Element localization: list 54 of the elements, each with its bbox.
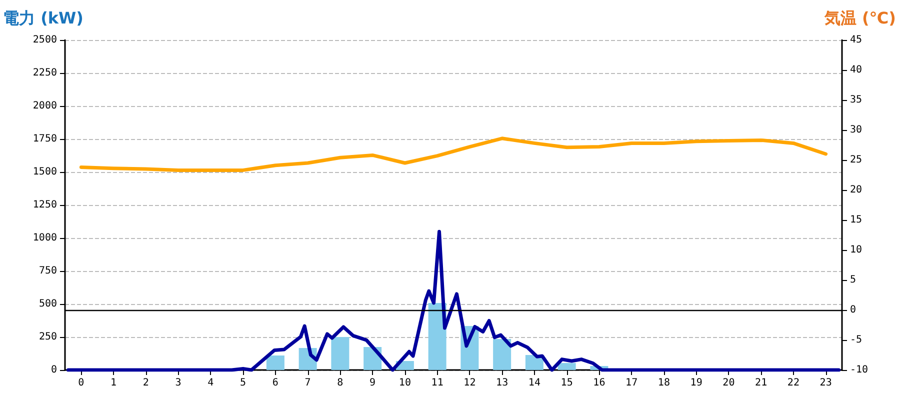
y2-tick-label: 40 (850, 64, 862, 76)
y-tick-label: 1750 (32, 134, 57, 144)
x-tick-label: 20 (722, 378, 735, 388)
x-tick-label: 21 (755, 378, 768, 388)
x-tick-label: 19 (690, 378, 702, 388)
x-tick-label: 1 (110, 378, 117, 388)
bar (558, 363, 576, 370)
y-tick-label: 2250 (32, 68, 57, 78)
bar (266, 355, 284, 370)
x-tick-label: 3 (175, 378, 182, 388)
x-tick-label: 5 (240, 378, 246, 388)
bar (331, 337, 350, 370)
y2-tick-label: 35 (850, 94, 862, 106)
y-tick-label: 2500 (32, 34, 57, 46)
y2-tick-label: -5 (850, 334, 862, 346)
x-tick-label: 15 (560, 378, 573, 388)
x-tick-label: 14 (528, 378, 540, 388)
y-tick-label: 1250 (32, 200, 57, 210)
x-tick-label: 17 (626, 378, 638, 388)
y2-tick-label: 5 (850, 274, 856, 286)
x-tick-label: 22 (787, 378, 800, 388)
x-tick-label: 18 (658, 378, 670, 388)
x-tick-label: 2 (142, 378, 149, 388)
y-tick-label: 750 (38, 266, 57, 276)
y-tick-label: 2000 (32, 100, 57, 112)
y2-tick-label: 30 (850, 124, 862, 136)
y2-tick-label: 10 (850, 244, 862, 256)
x-tick-label: 0 (78, 378, 84, 388)
y2-tick-label: 45 (850, 34, 862, 46)
x-tick-label: 9 (370, 378, 376, 388)
y2-axis-title: 気温 (℃) (823, 8, 896, 28)
x-tick-label: 23 (820, 378, 832, 388)
y-tick-label: 0 (50, 364, 57, 376)
y-tick-label: 1500 (32, 166, 57, 178)
x-tick-label: 4 (208, 378, 214, 388)
x-tick-label: 7 (304, 378, 311, 388)
y2-tick-label: 20 (850, 184, 862, 196)
y-tick-label: 1000 (32, 232, 57, 244)
x-tick-label: 12 (464, 378, 476, 388)
y2-tick-label: 25 (850, 154, 862, 166)
x-tick-label: 16 (593, 378, 606, 388)
x-tick-label: 13 (496, 378, 508, 388)
y2-tick-label: 15 (850, 214, 862, 226)
y2-tick-label: 0 (850, 304, 856, 316)
y-tick-label: 500 (38, 298, 57, 310)
y2-tick-label: -10 (850, 364, 868, 376)
y-tick-label: 250 (38, 332, 57, 342)
x-tick-label: 11 (431, 378, 444, 388)
line-series (79, 136, 828, 172)
y-axis-title: 電力 (kW) (3, 8, 84, 28)
x-tick-label: 6 (272, 378, 278, 388)
x-tick-label: 8 (337, 378, 344, 388)
x-tick-label: 10 (398, 378, 411, 388)
bar (493, 338, 512, 370)
